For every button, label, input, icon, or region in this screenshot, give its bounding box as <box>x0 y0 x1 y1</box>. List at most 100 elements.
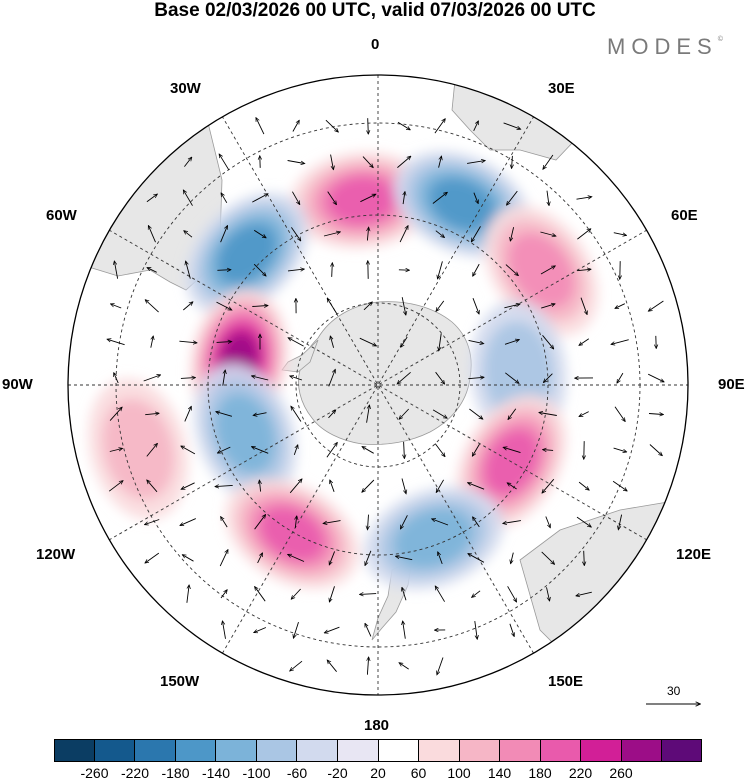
wind-vector <box>578 481 589 490</box>
wind-vector <box>545 516 550 528</box>
wind-vector <box>615 303 625 309</box>
wind-vector <box>507 586 517 601</box>
colorbar-segment <box>175 739 217 762</box>
wind-vector <box>437 657 444 675</box>
lon-label-30e: 30E <box>548 80 575 97</box>
colorbar-segment <box>216 739 257 762</box>
wind-vector <box>252 306 267 307</box>
wind-vector-field <box>107 118 663 675</box>
lon-label-120w: 120W <box>36 546 76 563</box>
graticule <box>68 75 688 695</box>
lon-label-30w: 30W <box>170 80 201 97</box>
wind-vector <box>541 304 555 309</box>
wind-vector <box>181 446 196 455</box>
wind-vector <box>145 552 160 563</box>
wind-vector <box>467 161 485 164</box>
wind-vector <box>404 441 405 458</box>
wind-vector <box>649 444 662 456</box>
wind-vector <box>327 191 337 205</box>
colorbar-tick-label: -140 <box>201 765 231 781</box>
positive-anomaly-contour <box>327 176 397 225</box>
wind-vector <box>219 550 228 567</box>
wind-vector <box>252 194 267 203</box>
wind-vector <box>186 261 191 279</box>
wind-vector <box>438 261 443 278</box>
wind-vector <box>649 300 664 311</box>
colorbar-tick-label: 220 <box>568 765 593 781</box>
wind-vector <box>215 485 233 486</box>
wind-vector <box>618 514 623 530</box>
wind-vector <box>222 370 225 386</box>
wind-vector <box>541 551 555 564</box>
wind-vector <box>145 413 159 414</box>
wind-vector <box>326 443 337 458</box>
lon-label-60e: 60E <box>671 207 698 224</box>
wind-vector <box>328 370 335 387</box>
lon-label-90e: 90E <box>718 376 745 393</box>
wind-vector <box>468 483 485 490</box>
reference-vector-label: 30 <box>667 684 681 698</box>
wind-vector <box>330 154 334 170</box>
wind-vector <box>257 553 263 564</box>
wind-vector <box>330 586 335 601</box>
wind-vector <box>576 197 592 200</box>
wind-vector <box>293 445 297 456</box>
wind-vector <box>143 375 161 382</box>
wind-vector <box>473 443 480 456</box>
wind-vector <box>510 227 515 241</box>
wind-vector <box>503 520 521 524</box>
wind-vector <box>255 587 266 602</box>
colorbar-segment <box>135 739 176 762</box>
wind-vector <box>330 480 335 492</box>
wind-vector <box>399 226 408 243</box>
wind-vector <box>540 266 555 275</box>
colorbar-segment <box>540 739 582 762</box>
antarctica-land <box>298 301 472 445</box>
wind-vector <box>146 194 157 203</box>
wind-vector <box>289 479 302 494</box>
brand-mark: © <box>717 36 723 43</box>
wind-vector <box>221 517 228 528</box>
wind-vector <box>327 660 337 672</box>
wind-vector <box>434 443 445 457</box>
wind-vector <box>253 263 266 276</box>
wind-vector <box>145 519 160 525</box>
wind-vector <box>468 339 484 343</box>
colorbar-tick-label: -260 <box>80 765 109 781</box>
wind-vector <box>542 478 555 493</box>
colorbar-segment <box>337 739 379 762</box>
wind-vector <box>473 517 480 528</box>
wind-vector <box>150 336 153 348</box>
wind-vector <box>328 410 336 419</box>
wind-vector <box>365 550 372 565</box>
wind-vector <box>613 232 626 236</box>
wind-vector <box>507 483 517 490</box>
wind-vector <box>292 121 299 132</box>
wind-vector <box>367 657 368 675</box>
wind-vector <box>295 516 296 528</box>
wind-vector <box>468 377 483 378</box>
lon-label-150e: 150E <box>548 673 584 690</box>
wind-vector <box>290 376 303 381</box>
wind-vector <box>366 405 370 423</box>
wind-vector <box>472 590 481 597</box>
wind-vector <box>180 518 196 526</box>
wind-vector <box>256 118 265 135</box>
wind-vector <box>253 229 266 237</box>
wind-vector <box>147 268 157 273</box>
wind-vector <box>363 302 372 311</box>
wind-vector <box>109 407 122 421</box>
map-frame <box>67 74 689 696</box>
colorbar-tick-label: -20 <box>327 765 348 781</box>
wind-vector <box>216 301 232 310</box>
lon-label-150w: 150W <box>160 673 200 690</box>
colorbar-tick-label: -180 <box>161 765 190 781</box>
lon-label-120e: 120E <box>676 546 712 563</box>
wind-vector <box>504 447 521 454</box>
negative-anomaly-contour <box>394 508 474 568</box>
wind-vector <box>330 336 335 348</box>
wind-vector <box>511 552 514 564</box>
wind-vector <box>325 119 338 132</box>
wind-vector <box>401 297 406 315</box>
wind-vector <box>287 269 304 271</box>
